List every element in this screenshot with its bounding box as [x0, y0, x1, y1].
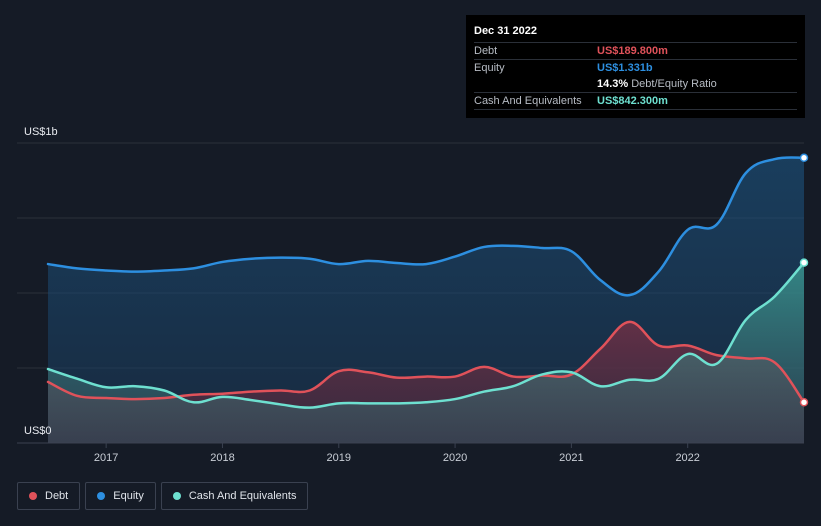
equity-line	[46, 156, 806, 297]
tooltip-ratio-label: Debt/Equity Ratio	[631, 78, 717, 90]
x-tick-label: 2019	[327, 452, 351, 464]
tooltip-debt-label: Debt	[474, 45, 498, 57]
debt-dot-icon	[29, 492, 37, 500]
tooltip-ratio-value: 14.3%	[597, 78, 629, 90]
tooltip-ratio-row: 14.3% Debt/Equity Ratio	[474, 76, 797, 92]
cash-end-marker	[799, 258, 809, 267]
legend-label-debt: Debt	[45, 490, 69, 502]
legend-item-debt[interactable]: Debt	[17, 482, 81, 510]
x-tick-label: 2018	[210, 452, 234, 464]
equity-end-marker	[799, 153, 809, 163]
x-tick-label: 2020	[443, 452, 467, 464]
data-tooltip: Dec 31 2022 Debt US$189.800m Equity US$1…	[466, 15, 805, 118]
cash-dot-icon	[172, 492, 181, 500]
x-tick-label: 2022	[675, 452, 699, 464]
end-markers	[799, 153, 809, 407]
tooltip-equity-value: US$1.331b	[597, 62, 653, 74]
debt-end-marker	[799, 398, 809, 407]
legend-label-equity: Equity	[113, 490, 144, 502]
y-axis-top-label: US$1b	[24, 126, 58, 138]
debt-line	[46, 320, 806, 404]
tooltip-debt-value: US$189.800m	[597, 45, 668, 57]
cash-line	[46, 261, 806, 409]
tooltip-debt-row: Debt US$189.800m	[474, 42, 797, 59]
equity-dot-icon	[97, 492, 106, 500]
legend-label-cash: Cash And Equivalents	[188, 490, 297, 502]
y-axis-bottom-label: US$0	[24, 425, 52, 437]
x-tick-label: 2017	[94, 452, 118, 464]
chart-legend: Debt Equity Cash And Equivalents	[17, 482, 309, 510]
tooltip-equity-label: Equity	[474, 62, 505, 74]
tooltip-cash-label: Cash And Equivalents	[474, 95, 582, 107]
tooltip-cash-value: US$842.300m	[597, 95, 668, 107]
tooltip-cash-row: Cash And Equivalents US$842.300m	[474, 92, 797, 110]
series-lines	[46, 156, 806, 409]
x-tick-label: 2021	[559, 452, 583, 464]
legend-item-cash[interactable]: Cash And Equivalents	[160, 482, 309, 510]
x-axis-ticks: 2017 2018 2019 2020 2021 2022	[94, 443, 700, 464]
legend-item-equity[interactable]: Equity	[85, 482, 156, 510]
series-areas	[48, 157, 804, 444]
tooltip-equity-row: Equity US$1.331b	[474, 59, 797, 76]
tooltip-date: Dec 31 2022	[474, 25, 537, 37]
